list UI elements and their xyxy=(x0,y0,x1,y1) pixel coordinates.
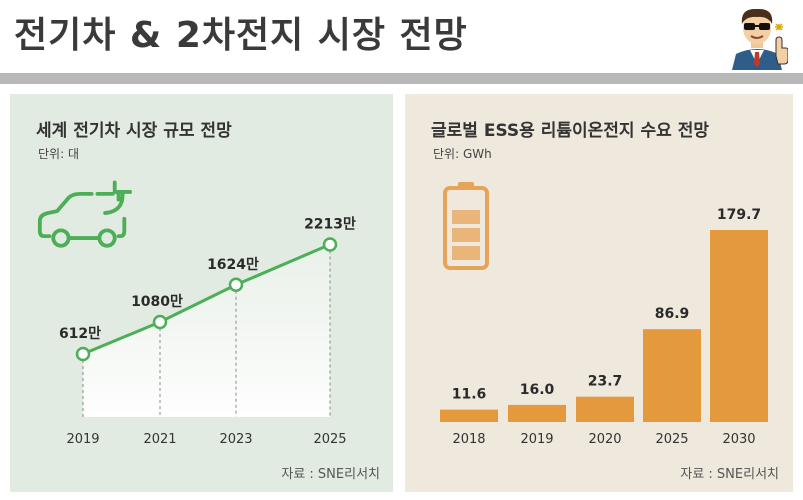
ev-chart-title: 세계 전기차 시장 규모 전망 xyxy=(36,121,232,141)
ess-data-label: 16.0 xyxy=(520,382,555,398)
ess-chart-title: 글로벌 ESS용 리튬이온전지 수요 전망 xyxy=(431,121,709,141)
ev-area-fill xyxy=(83,244,330,417)
ess-data-label: 86.9 xyxy=(655,306,690,322)
ess-data-label: 23.7 xyxy=(588,374,623,390)
battery-icon xyxy=(443,182,489,270)
ev-data-point xyxy=(75,346,91,362)
ev-x-tick: 2025 xyxy=(313,432,346,447)
ess-bar xyxy=(508,404,566,422)
ess-chart-source: 자료 : SNE리서치 xyxy=(680,467,779,482)
ess-x-tick: 2018 xyxy=(452,432,485,447)
ev-x-tick: 2023 xyxy=(219,432,252,447)
ess-bar-chart: 11.6 2018 16.0 2019 23.7 2020 86.9 2025 179.7 203… xyxy=(440,207,768,447)
ev-data-label: 2213만 xyxy=(304,216,356,232)
ess-x-tick: 2030 xyxy=(722,432,755,447)
ev-data-point xyxy=(152,314,168,330)
page-title: 전기차 & 2차전지 시장 전망 xyxy=(14,15,468,56)
ev-x-tick: 2021 xyxy=(143,432,176,447)
ess-chart-unit: 단위: GWh xyxy=(433,147,492,161)
ev-x-tick: 2019 xyxy=(66,432,99,447)
ev-data-label: 1080만 xyxy=(131,294,183,310)
ev-line-chart: 612만 2019 1080만 2021 1624만 2023 2213만 2025 xyxy=(59,216,356,447)
ess-data-label: 179.7 xyxy=(717,207,761,223)
ev-data-point xyxy=(228,277,244,293)
ess-bar xyxy=(710,230,768,422)
ess-x-tick: 2020 xyxy=(588,432,621,447)
ess-demand-panel: 글로벌 ESS용 리튬이온전지 수요 전망 단위: GWh 11.6 2018 16… xyxy=(405,94,793,492)
presenter-avatar-icon xyxy=(732,8,788,70)
ev-market-panel: 세계 전기차 시장 규모 전망 단위: 대 612만 2019 1080만 2021 1… xyxy=(10,94,393,492)
ev-data-label: 1624만 xyxy=(207,257,259,273)
ess-bar xyxy=(576,396,634,422)
ess-bar xyxy=(440,409,498,422)
ess-data-label: 11.6 xyxy=(452,387,487,403)
ess-x-tick: 2025 xyxy=(655,432,688,447)
ev-data-point xyxy=(322,237,338,252)
ev-chart-unit: 단위: 대 xyxy=(38,147,79,161)
title-divider xyxy=(0,73,803,84)
ess-bar xyxy=(643,329,701,422)
ev-series-line xyxy=(82,243,331,356)
ev-chart-source: 자료 : SNE리서치 xyxy=(281,467,380,482)
ev-data-label: 612만 xyxy=(59,326,101,342)
ess-x-tick: 2019 xyxy=(520,432,553,447)
electric-car-plug-icon xyxy=(37,180,132,248)
